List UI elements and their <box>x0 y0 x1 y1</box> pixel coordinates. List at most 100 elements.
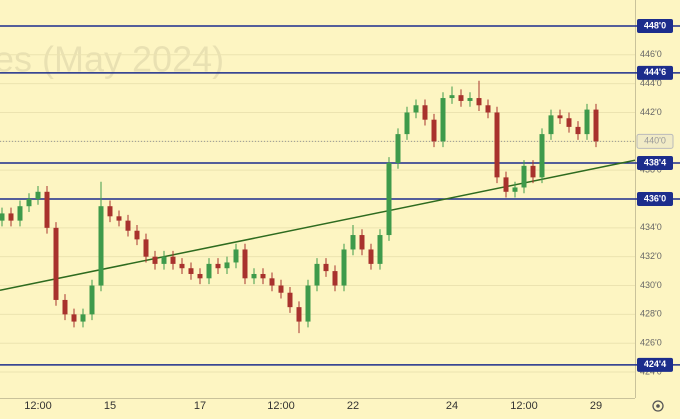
candle-body <box>350 235 356 250</box>
candle-body <box>485 105 491 113</box>
candle-body <box>242 249 248 279</box>
candle-body <box>395 134 401 163</box>
candle-body <box>458 95 464 101</box>
level-label-box <box>637 192 673 206</box>
candle-body <box>548 115 554 135</box>
candle-body <box>53 227 59 300</box>
candle-body <box>521 165 527 188</box>
candle-body <box>35 191 41 199</box>
candle-body <box>530 165 536 178</box>
candle-body <box>503 177 509 192</box>
level-label: 436'0 <box>644 193 666 203</box>
candle-body <box>0 213 5 221</box>
candle-body <box>422 105 428 120</box>
candle-body <box>8 213 14 221</box>
candle-body <box>125 220 131 231</box>
candle-body <box>440 98 446 142</box>
y-tick-label: 446'0 <box>640 49 662 59</box>
candle-body <box>368 249 374 264</box>
candle-body <box>431 119 437 142</box>
candle-body <box>44 191 50 228</box>
candle-body <box>377 235 383 264</box>
candle-body <box>89 285 95 315</box>
y-tick-label: 450'0 <box>640 0 662 1</box>
candle-body <box>575 126 581 135</box>
level-label: 438'4 <box>644 157 666 167</box>
candle-body <box>251 273 257 279</box>
candle-body <box>71 314 77 322</box>
x-tick-label: 17 <box>194 400 206 412</box>
y-tick-label: 430'0 <box>640 280 662 290</box>
x-tick-label: 12:00 <box>510 400 538 412</box>
candle-body <box>80 314 86 322</box>
candle-body <box>278 285 284 293</box>
x-tick-label: 24 <box>446 400 458 412</box>
candle-body <box>584 109 590 135</box>
candle-body <box>314 263 320 286</box>
y-tick-label: 434'0 <box>640 222 662 232</box>
x-tick-label: 29 <box>590 400 602 412</box>
level-label: 424'4 <box>644 359 666 369</box>
candle-body <box>116 216 122 221</box>
candle-body <box>107 206 113 217</box>
candle-body <box>296 307 302 322</box>
candle-body <box>98 206 104 286</box>
level-label-box <box>637 18 673 33</box>
candle-body <box>26 199 32 207</box>
candle-body <box>134 230 140 240</box>
candle-body <box>215 263 221 269</box>
settings-icon[interactable] <box>652 400 664 412</box>
candle-body <box>359 235 365 250</box>
candle-body <box>233 249 239 263</box>
candle-body <box>62 299 68 315</box>
candle-body <box>287 292 293 308</box>
y-tick-label: 444'0 <box>640 78 662 88</box>
settings-icon-center <box>656 404 660 408</box>
candle-body <box>161 256 167 264</box>
y-tick-label: 428'0 <box>640 309 662 319</box>
candle-body <box>539 134 545 178</box>
candle-body <box>467 98 473 101</box>
candle-body <box>476 98 482 106</box>
candle-body <box>197 273 203 279</box>
level-label-box <box>637 357 673 372</box>
candle-body <box>17 206 23 221</box>
x-tick-label: 15 <box>104 400 116 412</box>
candle-body <box>152 256 158 264</box>
candle-body <box>305 285 311 322</box>
last-price-box <box>636 133 674 149</box>
candle-body <box>512 187 518 192</box>
level-label-box <box>637 155 673 170</box>
trend-line <box>0 159 636 292</box>
x-tick-label: 22 <box>347 400 359 412</box>
last-price-label: 440'0 <box>644 136 666 146</box>
candle-body <box>224 262 230 269</box>
candle-body <box>341 249 347 286</box>
candle-body <box>413 105 419 113</box>
level-label-box <box>637 65 673 80</box>
x-tick-label: 12:00 <box>24 400 52 412</box>
y-tick-label: 432'0 <box>640 251 662 261</box>
candle-body <box>593 109 599 142</box>
level-label: 448'0 <box>644 20 666 30</box>
level-label: 444'6 <box>644 67 666 77</box>
candle-body <box>260 273 266 279</box>
x-tick-label: 12:00 <box>267 400 295 412</box>
candle-body <box>332 271 338 286</box>
candle-body <box>386 162 392 236</box>
candle-body <box>269 278 275 286</box>
candle-body <box>323 263 329 272</box>
y-tick-label: 426'0 <box>640 338 662 348</box>
candle-body <box>494 112 500 178</box>
candle-body <box>449 95 455 99</box>
candle-body <box>170 256 176 264</box>
candle-body <box>206 263 212 279</box>
y-tick-label: 442'0 <box>640 107 662 117</box>
candle-body <box>557 115 563 119</box>
candle-body <box>143 239 149 257</box>
candle-body <box>179 263 185 269</box>
candle-body <box>404 112 410 135</box>
